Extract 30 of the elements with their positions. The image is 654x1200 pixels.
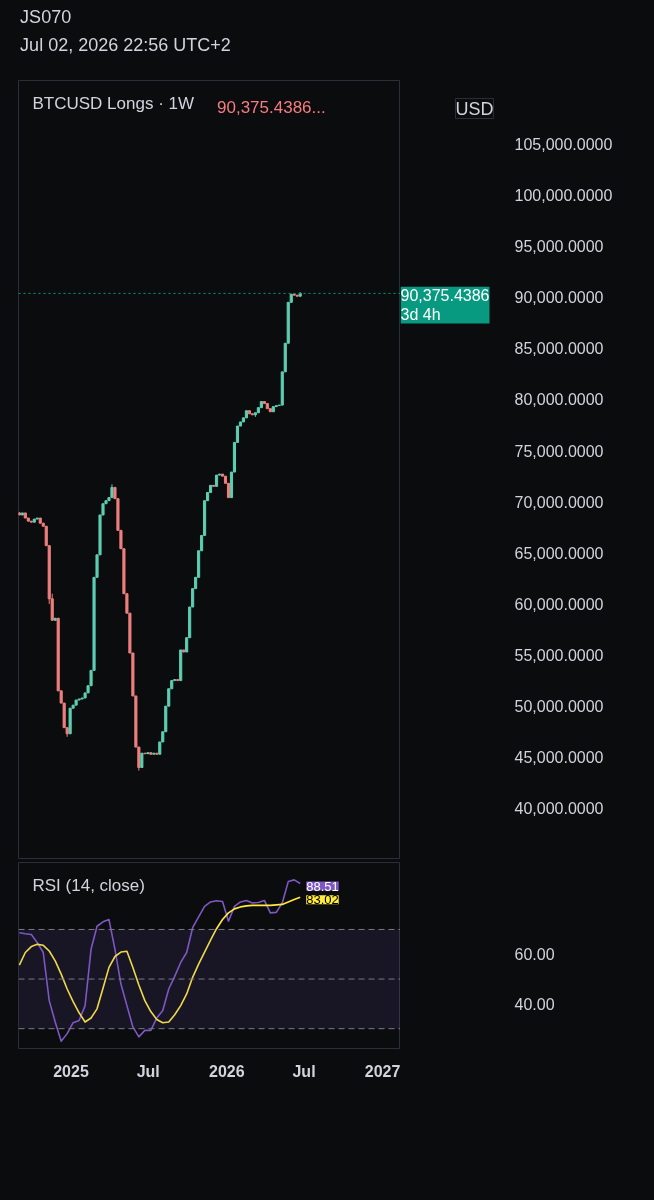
x-tick-label: 2026 [208, 1062, 245, 1080]
text: 90,375.4386... [217, 97, 326, 117]
y-tick-label: 60,000.0000 [514, 595, 604, 613]
y-tick-label: 70,000.0000 [514, 493, 604, 511]
x-tick-label: Jul [136, 1062, 160, 1080]
y-tick-label: 95,000.0000 [514, 238, 604, 256]
x-tick-label: 2025 [53, 1062, 89, 1080]
y-tick-label: 65,000.0000 [514, 544, 604, 562]
text: USD [455, 98, 494, 119]
y-tick-label: 90,000.0000 [514, 289, 604, 307]
text: JS070 [20, 7, 72, 28]
data-label: 83.02 [306, 892, 339, 908]
y-tick-label: 75,000.0000 [514, 442, 604, 460]
x-tick-label: Jul [292, 1062, 316, 1080]
y-tick-label: 105,000.0000 [514, 135, 613, 153]
text: BTCUSD Longs · 1W [32, 93, 195, 113]
text: RSI (14, close) [32, 875, 145, 895]
y-tick-label: 100,000.0000 [514, 187, 613, 204]
text: Jul 02, 2026 22:56 UTC+2 [20, 35, 231, 56]
y-tick-label: 80,000.0000 [514, 391, 604, 409]
y-tick-label: 40.00 [514, 995, 555, 1013]
data-label: 88.51 [306, 878, 339, 894]
ref-line-label: 90,375.4386 3d 4h [400, 286, 490, 324]
y-tick-label: 50,000.0000 [514, 698, 604, 716]
y-tick-label: 45,000.0000 [514, 749, 604, 767]
y-tick-label: 85,000.0000 [514, 340, 604, 358]
y-tick-label: 60.00 [514, 946, 555, 964]
y-tick-label: 40,000.0000 [514, 800, 604, 818]
y-tick-label: 55,000.0000 [514, 647, 604, 665]
x-tick-label: 2027 [364, 1062, 401, 1080]
